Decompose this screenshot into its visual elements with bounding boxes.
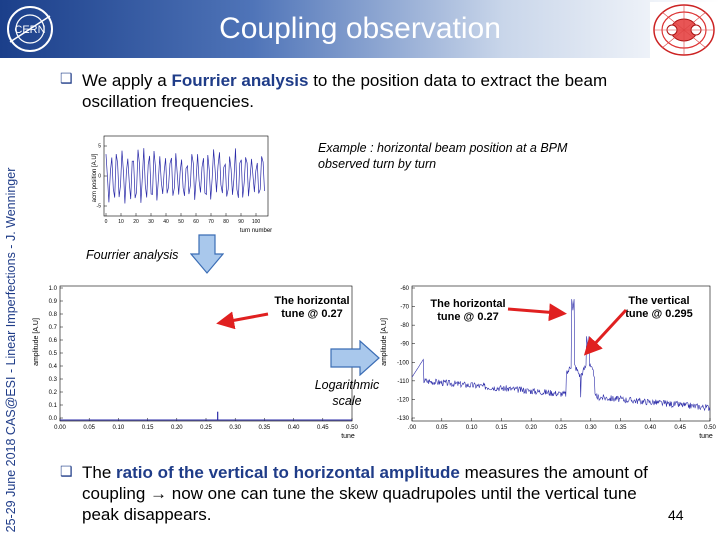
example-caption: Example : horizontal beam position at a … (318, 141, 568, 171)
bullet-highlight: ratio of the vertical to horizontal ampl… (116, 463, 460, 482)
page-title: Coupling observation (219, 12, 501, 45)
x-tick-label: 0.40 (645, 425, 657, 431)
x-tick-label: 0.05 (83, 425, 95, 431)
y-tick-label: 0.0 (49, 416, 58, 422)
sidebar: 25-29 June 2018 CAS@ESI - Linear Imperfe… (0, 60, 22, 540)
y-tick-label: 0.1 (49, 403, 58, 409)
bullet-text: We apply a (82, 71, 172, 90)
x-tick-label: 0.20 (525, 425, 537, 431)
y-tick-label: -120 (397, 397, 410, 403)
y-tick-labels: 5 0 -5 (97, 144, 107, 210)
bullet-highlight: Fourrier analysis (171, 71, 309, 90)
y-tick-label: 0.7 (49, 325, 58, 331)
x-tick-label: 0.20 (171, 425, 183, 431)
turn-by-turn-chart: acm position [A.U] 50-5 0 10 20 30 40 50 60 70 8… (92, 135, 272, 234)
y-tick-label: -70 (400, 305, 409, 311)
x-tick-label: 0 (105, 219, 108, 225)
x-tick-label: 0.15 (142, 425, 154, 431)
down-arrow-icon (190, 234, 224, 274)
x-tick-label: 100 (252, 219, 261, 225)
detector-logo (650, 2, 718, 58)
fourrier-caption: Fourrier analysis (86, 248, 179, 262)
x-axis-label: tune (699, 433, 713, 440)
bullet-text: to the position data to extract the beam… (82, 71, 608, 111)
page-number: 44 (668, 507, 684, 523)
x-tick-label: 0.40 (288, 425, 300, 431)
x-axis-label: turn number (240, 228, 272, 234)
annotation-vertical-tune: The vertical tune @ 0.295 (625, 295, 693, 320)
x-tick-label: .00 (408, 425, 417, 431)
y-tick-label: 5 (98, 144, 101, 150)
y-tick-label: 0.4 (49, 364, 58, 370)
cern-logo-text: CERN (14, 24, 45, 36)
x-tick-label: 60 (193, 219, 199, 225)
x-tick-label: 0.30 (585, 425, 597, 431)
x-tick-label: 0.25 (200, 425, 212, 431)
y-tick-label: 0.6 (49, 338, 58, 344)
x-tick-label: 0.25 (555, 425, 567, 431)
x-tick-label: 0.45 (317, 425, 329, 431)
x-tick-labels: 0 10 20 30 40 50 60 70 80 90 100 (105, 213, 261, 225)
y-tick-label: 0.5 (49, 351, 58, 357)
y-axis-label: amplitude [A.U] (381, 318, 388, 366)
position-series (105, 148, 265, 204)
x-tick-label: 40 (163, 219, 169, 225)
x-tick-label: 10 (118, 219, 124, 225)
bullet-marker-icon: ❑ (60, 70, 73, 86)
x-tick-label: 20 (133, 219, 139, 225)
annotation-horizontal-tune-left: The horizontal tune @ 0.27 (274, 295, 350, 320)
x-tick-label: 80 (223, 219, 229, 225)
log-scale-caption: Logarithmic scale (314, 378, 380, 408)
x-tick-label: 0.35 (259, 425, 271, 431)
x-axis-label: tune (341, 433, 355, 440)
bullet-coupling-ratio: The ratio of the vertical to horizontal … (82, 462, 672, 525)
y-tick-label: 0.9 (49, 299, 58, 305)
x-tick-label: 0.15 (496, 425, 508, 431)
y-tick-label: -90 (400, 342, 409, 348)
y-tick-label: 0 (98, 174, 101, 180)
x-tick-label: 0.05 (436, 425, 448, 431)
y-axis-label: amplitude [A.U] (33, 318, 40, 366)
y-tick-labels: 1.0 0.9 0.8 0.7 0.6 0.5 0.4 0.3 0.2 0.1 0.0 (49, 286, 63, 422)
x-tick-label: 70 (208, 219, 214, 225)
linear-spectrum-chart: amplitude [A.U] 1.0 0.9 0.8 0.7 0.6 0.5 0.4 0.3… (33, 285, 358, 440)
cern-logo: CERN (7, 6, 53, 52)
x-tick-label: 0.30 (229, 425, 241, 431)
bullet-fourrier: We apply a Fourrier analysis to the posi… (82, 70, 672, 112)
x-tick-label: 30 (148, 219, 154, 225)
bullet-text: measures the amount of coupling → now on… (82, 463, 648, 524)
bullet-marker-icon: ❑ (60, 463, 73, 479)
sidebar-text: 25-29 June 2018 CAS@ESI - Linear Imperfe… (4, 167, 18, 533)
y-tick-label: -80 (400, 323, 409, 329)
x-tick-label: 0.10 (113, 425, 125, 431)
y-axis-label: acm position [A.U] (92, 153, 98, 202)
y-tick-label: 0.3 (49, 377, 58, 383)
log-spectrum-series (411, 299, 711, 412)
x-tick-label: 0.35 (615, 425, 627, 431)
log-spectrum-chart: amplitude [A.U] -60 -70 -80 -90 -100 -110 -120… (381, 285, 716, 440)
x-tick-label: 0.50 (346, 425, 358, 431)
x-tick-label: 0.45 (674, 425, 686, 431)
x-tick-label: 50 (178, 219, 184, 225)
y-tick-labels: -60 -70 -80 -90 -100 -110 -120 -130 (397, 286, 415, 422)
x-tick-label: 0.50 (704, 425, 716, 431)
y-tick-label: -5 (97, 204, 102, 210)
x-tick-label: 0.00 (54, 425, 66, 431)
annotation-horizontal-tune-right: The horizontal tune @ 0.27 (430, 298, 506, 323)
y-tick-label: -100 (397, 360, 410, 366)
y-tick-label: -130 (397, 416, 410, 422)
y-tick-label: 0.2 (49, 390, 58, 396)
bullet-text: The (82, 463, 117, 482)
y-tick-label: 0.8 (49, 312, 58, 318)
y-tick-label: -60 (400, 286, 409, 292)
x-tick-labels: 0.00 0.05 0.10 0.15 0.20 0.25 0.30 0.35 0.40 0.45… (54, 418, 358, 431)
y-tick-label: -110 (397, 379, 409, 385)
right-arrow-icon (330, 340, 380, 376)
slide-header: CERN Coupling observation (0, 0, 720, 58)
x-tick-labels: .00 0.05 0.10 0.15 0.20 0.25 0.30 0.35 0.40 0.45 0… (408, 418, 716, 431)
x-tick-label: 0.10 (466, 425, 478, 431)
x-tick-label: 90 (238, 219, 244, 225)
y-tick-label: 1.0 (49, 286, 58, 292)
